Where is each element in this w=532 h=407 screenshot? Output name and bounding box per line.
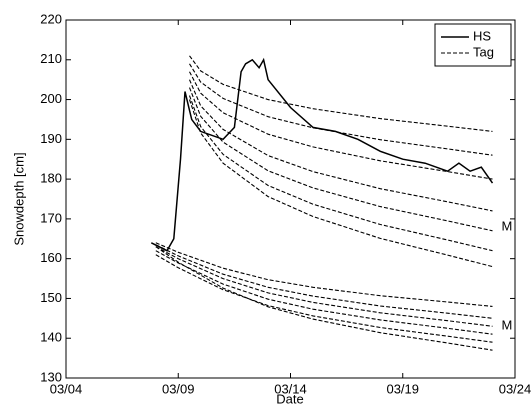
series-line <box>189 71 493 180</box>
series-line <box>155 244 493 319</box>
y-tick-label: 140 <box>40 330 62 345</box>
series-line <box>189 63 493 156</box>
series-line <box>155 254 493 343</box>
x-axis-label: Date <box>276 391 303 406</box>
legend-label: HS <box>473 28 491 43</box>
y-tick-label: 160 <box>40 250 62 265</box>
y-tick-label: 150 <box>40 290 62 305</box>
x-tick-label: 03/19 <box>386 381 419 396</box>
legend-label: Tag <box>473 44 494 59</box>
series-line <box>188 87 493 232</box>
x-tick-label: 03/04 <box>50 381 83 396</box>
x-tick-label: 03/09 <box>162 381 195 396</box>
annotation: M <box>502 318 513 333</box>
series-line <box>155 246 493 327</box>
y-tick-label: 180 <box>40 171 62 186</box>
series-line <box>150 57 494 252</box>
annotation: M <box>502 218 513 233</box>
series-line <box>188 99 493 268</box>
series-line <box>189 55 493 132</box>
y-tick-label: 130 <box>40 369 62 384</box>
x-tick-label: 03/14 <box>274 381 307 396</box>
y-axis-label: Snowdepth [cm] <box>11 152 26 245</box>
series-line <box>155 242 493 307</box>
series-line <box>188 79 493 212</box>
legend-box <box>434 23 512 67</box>
series-line <box>188 95 493 252</box>
plot-frame <box>65 19 516 379</box>
series-line <box>155 246 493 351</box>
y-tick-label: 220 <box>40 11 62 26</box>
y-tick-label: 210 <box>40 51 62 66</box>
y-tick-label: 190 <box>40 131 62 146</box>
x-tick-label: 03/24 <box>499 381 532 396</box>
y-tick-label: 170 <box>40 210 62 225</box>
series-line <box>155 250 493 335</box>
y-tick-label: 200 <box>40 91 62 106</box>
